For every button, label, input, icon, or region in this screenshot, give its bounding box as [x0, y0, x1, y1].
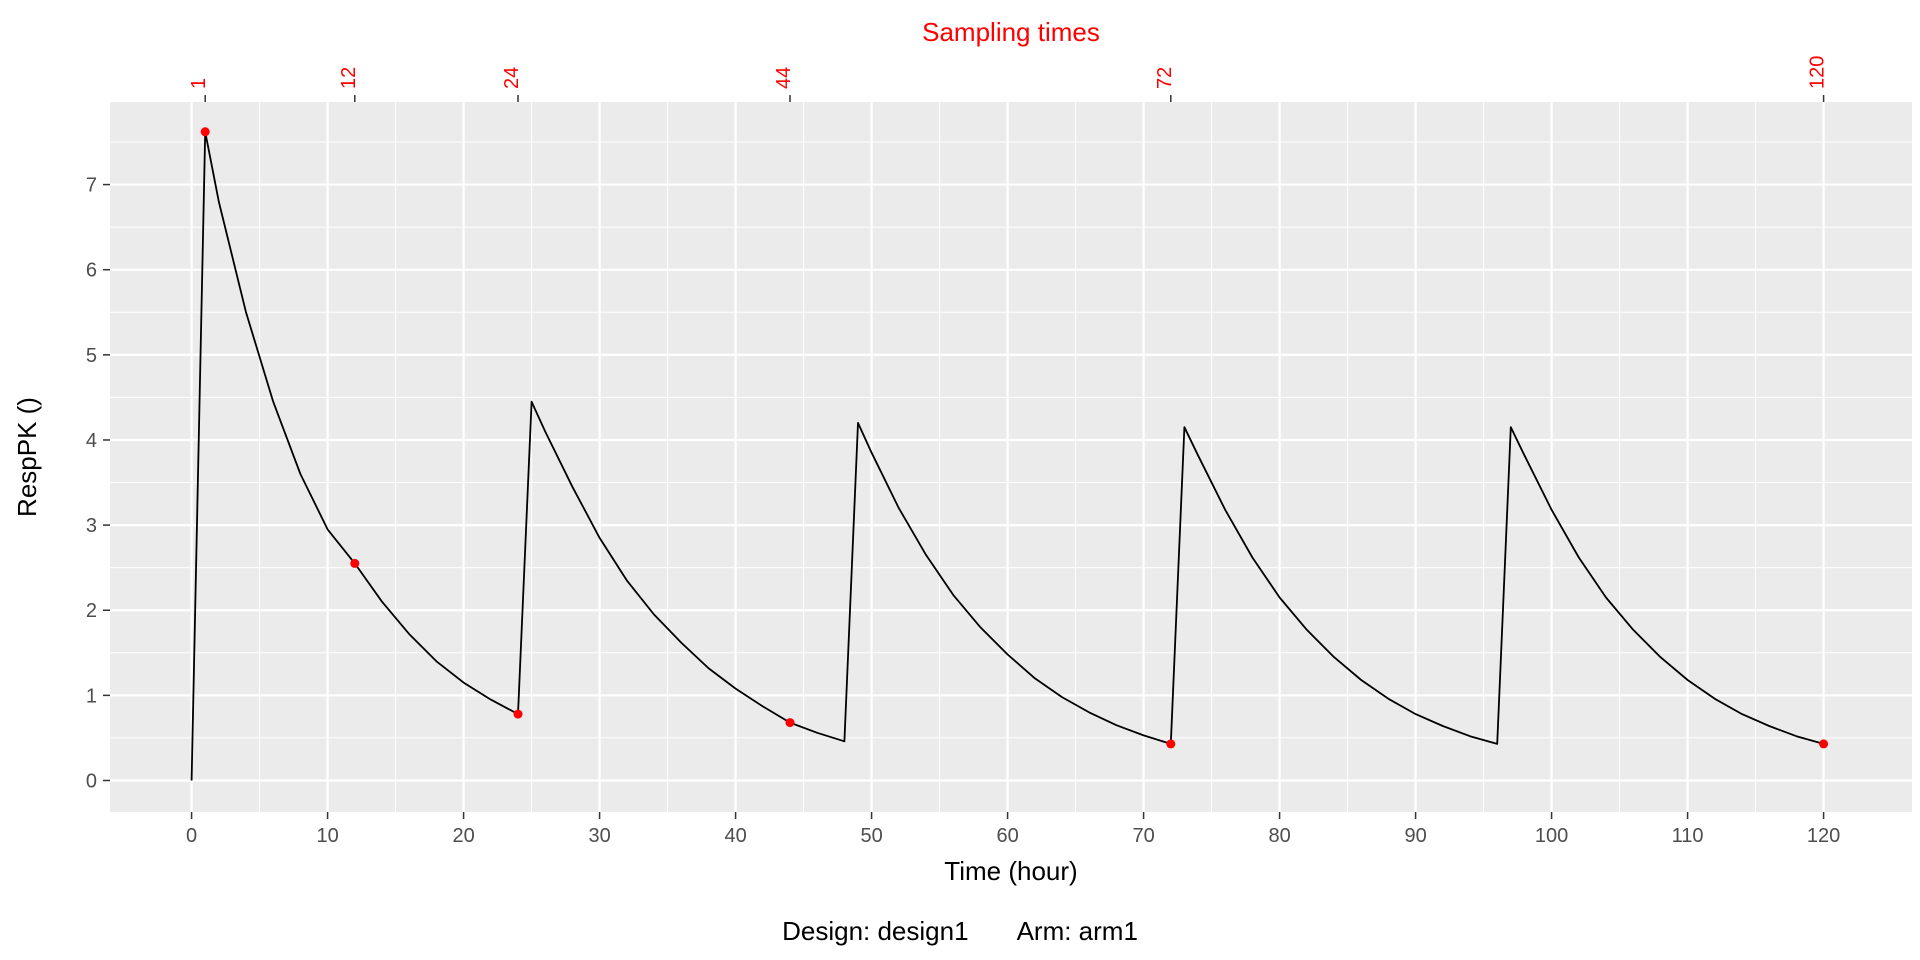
x-tick-label: 20	[452, 825, 474, 847]
y-tick-label: 2	[86, 600, 97, 622]
y-axis-label: RespPK ()	[12, 397, 42, 517]
sampling-point	[200, 127, 210, 137]
sampling-time-label: 12	[338, 67, 360, 89]
sampling-point	[350, 558, 360, 568]
chart-title: Sampling times	[922, 17, 1100, 47]
sampling-point	[1166, 739, 1176, 749]
major-gridlines	[110, 102, 1912, 812]
y-tick-label: 5	[86, 345, 97, 367]
y-tick-label: 7	[86, 175, 97, 197]
x-tick-label: 110	[1672, 825, 1704, 847]
sampling-time-label: 72	[1154, 67, 1176, 89]
x-tick-label: 0	[186, 825, 197, 847]
x-axis-label: Time (hour)	[944, 856, 1077, 886]
data-marks	[190, 127, 1829, 781]
sampling-time-label: 24	[501, 67, 523, 89]
x-tick-label: 70	[1132, 825, 1154, 847]
plot-panel	[110, 102, 1912, 812]
sampling-time-label: 1	[188, 78, 210, 89]
sampling-point	[513, 709, 523, 719]
design-label: Design: design1	[782, 916, 969, 946]
x-tick-label: 50	[860, 825, 882, 847]
x-tick-label: 80	[1268, 825, 1290, 847]
resppk-curve	[190, 130, 1824, 781]
x-tick-label: 100	[1535, 825, 1568, 847]
y-tick-label: 6	[86, 260, 97, 282]
x-tick-label: 120	[1807, 825, 1840, 847]
arm-label: Arm: arm1	[1016, 916, 1138, 946]
sampling-point	[785, 718, 795, 728]
y-tick-label: 0	[86, 771, 97, 793]
x-tick-label: 90	[1404, 825, 1426, 847]
sampling-time-label: 44	[773, 67, 795, 89]
plot-caption: Design: design1 Arm: arm1	[0, 916, 1920, 947]
minor-gridlines	[110, 102, 1912, 812]
sampling-time-label: 120	[1807, 56, 1829, 89]
y-tick-label: 1	[86, 685, 97, 707]
x-tick-label: 40	[724, 825, 746, 847]
x-tick-label: 30	[588, 825, 610, 847]
sampling-point	[1819, 739, 1829, 749]
x-tick-label: 10	[316, 825, 338, 847]
y-tick-label: 4	[86, 430, 97, 452]
y-tick-label: 3	[86, 515, 97, 537]
x-tick-label: 60	[996, 825, 1018, 847]
